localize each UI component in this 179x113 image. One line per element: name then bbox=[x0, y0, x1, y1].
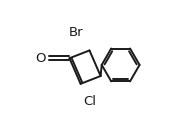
Text: Br: Br bbox=[69, 26, 83, 39]
Text: Cl: Cl bbox=[83, 94, 96, 107]
Text: O: O bbox=[35, 51, 46, 64]
